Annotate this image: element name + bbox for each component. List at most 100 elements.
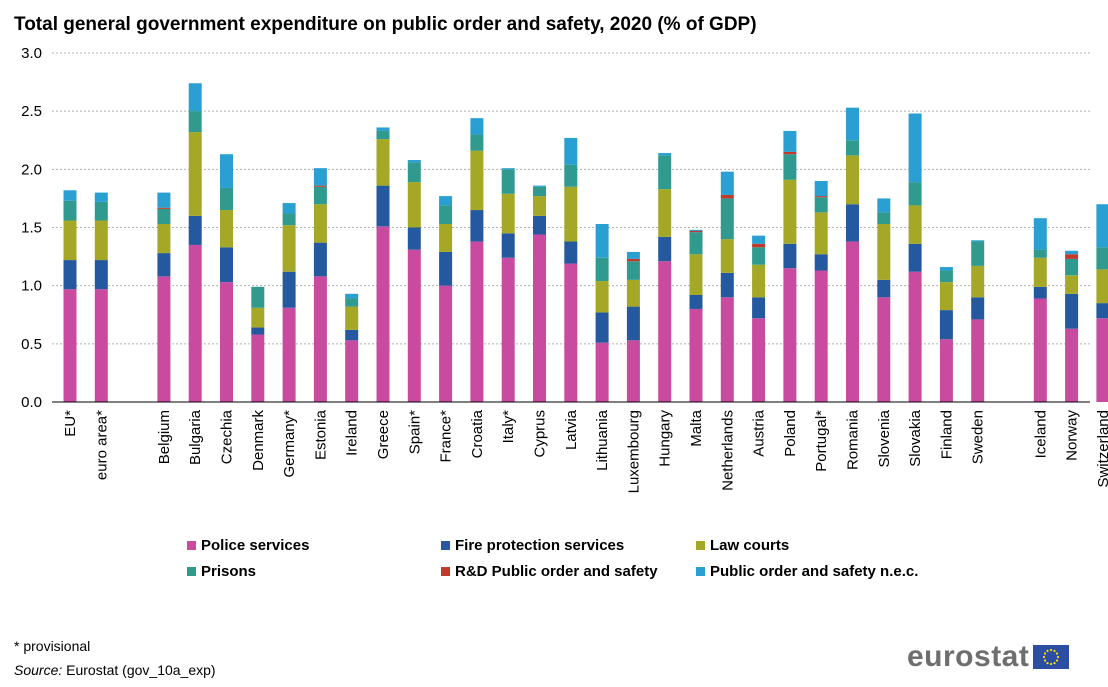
bar-segment bbox=[533, 234, 546, 402]
bar-segment bbox=[720, 198, 734, 240]
bar-segment bbox=[752, 264, 766, 298]
bar-segment bbox=[407, 160, 421, 163]
bar-segment bbox=[689, 229, 703, 231]
bar-segment bbox=[752, 318, 766, 402]
bar-segment bbox=[564, 241, 578, 264]
x-tick-label: Poland bbox=[782, 410, 799, 457]
bar-segment bbox=[783, 243, 797, 269]
x-tick-label: Ireland bbox=[344, 410, 361, 456]
bar-segment bbox=[439, 251, 453, 286]
legend-label: Law courts bbox=[710, 537, 790, 554]
bar-segment bbox=[501, 168, 515, 170]
bar-segment bbox=[908, 113, 922, 183]
bar-segment bbox=[345, 298, 359, 307]
bar-segment bbox=[595, 257, 609, 282]
bar-segment bbox=[157, 208, 171, 225]
bar-segment bbox=[157, 192, 171, 208]
chart-title: Total general government expenditure on … bbox=[14, 14, 757, 35]
bar-segment bbox=[470, 134, 484, 151]
bar-segment bbox=[376, 185, 390, 227]
bar-segment bbox=[313, 276, 327, 402]
bar-segment bbox=[94, 260, 108, 290]
bar-segment bbox=[877, 198, 891, 213]
x-tick-label: Lithuania bbox=[594, 409, 611, 471]
bar-segment bbox=[220, 282, 233, 402]
x-tick-label: Netherlands bbox=[719, 410, 736, 491]
bar-segment bbox=[501, 169, 515, 194]
bar-segment bbox=[564, 164, 578, 187]
bar-segment bbox=[1065, 258, 1079, 276]
bar-segment bbox=[157, 224, 171, 254]
bar-segment bbox=[470, 241, 484, 402]
bar-segment bbox=[1096, 247, 1108, 270]
bar-segment bbox=[188, 244, 202, 402]
x-tick-label: Hungary bbox=[657, 410, 674, 467]
bar-segment bbox=[564, 263, 578, 402]
x-tick-label: Norway bbox=[1064, 410, 1081, 461]
bar-segment bbox=[1033, 298, 1047, 402]
bar-segment bbox=[689, 230, 703, 233]
bar-segment bbox=[313, 242, 327, 277]
bar-segment bbox=[345, 340, 359, 402]
bar-segment bbox=[720, 194, 734, 199]
legend-label: R&D Public order and safety bbox=[455, 563, 658, 580]
bar-segment bbox=[720, 272, 734, 298]
bar-segment bbox=[783, 179, 797, 244]
bar-segment bbox=[188, 215, 202, 245]
bar-segment bbox=[157, 207, 171, 209]
bar-segment bbox=[220, 247, 233, 283]
bar-segment bbox=[939, 270, 953, 283]
bar-segment bbox=[908, 271, 922, 402]
bar-segment bbox=[877, 297, 891, 402]
bar-segment bbox=[939, 282, 953, 311]
eu-flag-icon bbox=[1033, 645, 1070, 669]
bar-segment bbox=[345, 293, 359, 299]
bar-segment bbox=[689, 308, 703, 402]
y-tick-label: 1.0 bbox=[21, 278, 42, 295]
bar-segment bbox=[939, 267, 953, 271]
bar-segment bbox=[846, 204, 859, 242]
x-tick-label: France* bbox=[438, 410, 455, 463]
bar-segment bbox=[501, 193, 515, 234]
bar-segment bbox=[595, 312, 609, 343]
bar-segment bbox=[720, 171, 734, 195]
bar-segment bbox=[783, 151, 797, 155]
bar-segment bbox=[313, 185, 327, 187]
bar-segment bbox=[939, 310, 953, 340]
x-tick-label: Switzerland bbox=[1095, 410, 1108, 488]
bar-segment bbox=[783, 268, 797, 402]
bar-segment bbox=[971, 265, 985, 298]
bar-segment bbox=[376, 130, 390, 140]
y-tick-label: 2.5 bbox=[21, 103, 42, 120]
bar-segment bbox=[220, 210, 233, 248]
legend-item-fire-protection: Fire protection services bbox=[441, 537, 624, 554]
legend-item-rd: R&D Public order and safety bbox=[441, 563, 658, 580]
bar-segment bbox=[689, 232, 703, 255]
x-tick-label: Cyprus bbox=[532, 410, 549, 458]
bar-segment bbox=[407, 182, 421, 228]
bar-segment bbox=[908, 243, 922, 272]
legend-swatch bbox=[441, 567, 450, 576]
x-tick-label: Romania bbox=[845, 409, 862, 470]
legend-swatch bbox=[696, 541, 705, 550]
bar-segment bbox=[94, 201, 108, 221]
bar-segment bbox=[658, 155, 672, 190]
bar-segment bbox=[752, 297, 766, 319]
x-tick-label: Estonia bbox=[312, 409, 329, 460]
bar-segment bbox=[846, 140, 859, 156]
bar-segment bbox=[1065, 328, 1079, 402]
legend-item-police-services: Police services bbox=[187, 537, 309, 554]
bar-segment bbox=[63, 220, 77, 261]
bar-segment bbox=[282, 203, 296, 214]
bar-segment bbox=[846, 155, 859, 205]
bar-segment bbox=[439, 285, 453, 402]
bar-segment bbox=[908, 182, 922, 206]
bar-segment bbox=[63, 260, 77, 290]
x-tick-label: Croatia bbox=[469, 409, 486, 458]
bar-segment bbox=[689, 254, 703, 295]
bar-segment bbox=[345, 329, 359, 341]
x-tick-label: Austria bbox=[751, 409, 768, 456]
bar-segment bbox=[1065, 275, 1079, 294]
bar-segment bbox=[470, 210, 484, 242]
bar-segment bbox=[658, 153, 672, 156]
